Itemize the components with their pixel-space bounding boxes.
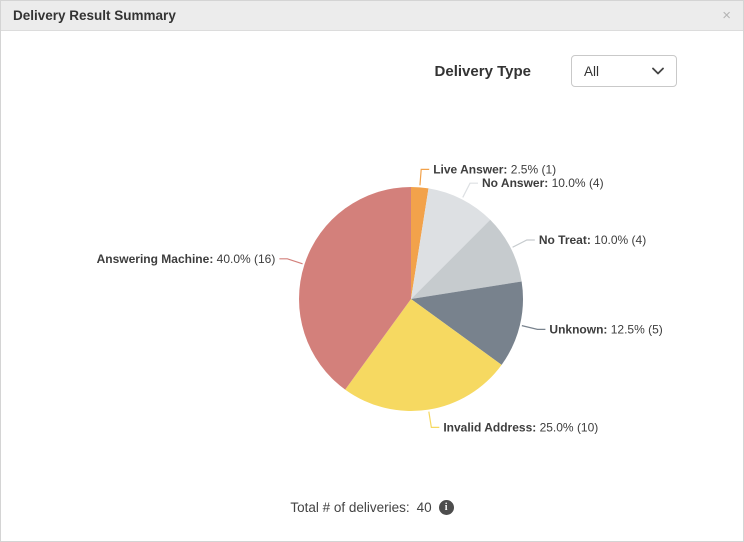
pie-slice-label-invalid-address: Invalid Address: 25.0% (10)	[443, 420, 598, 434]
page-title: Delivery Result Summary	[13, 8, 176, 23]
pie-slice-label-answering-machine: Answering Machine: 40.0% (16)	[97, 252, 276, 266]
total-deliveries-value: 40	[416, 500, 432, 515]
delivery-type-select[interactable]: All	[571, 55, 677, 87]
leader-line-invalid-address	[428, 411, 440, 428]
leader-line-no-answer	[462, 182, 479, 198]
delivery-type-controls: Delivery Type All	[435, 55, 677, 87]
pie-slice-label-live-answer: Live Answer: 2.5% (1)	[433, 162, 556, 176]
leader-line-unknown	[521, 325, 546, 330]
pie-slice-live-answer[interactable]	[411, 187, 429, 299]
leader-line-answering-machine	[279, 258, 303, 265]
total-deliveries-label: Total # of deliveries:	[290, 500, 410, 515]
pie-slice-label-unknown: Unknown: 12.5% (5)	[549, 322, 662, 336]
leader-line-no-treat	[512, 239, 535, 248]
pie-slice-label-no-treat: No Treat: 10.0% (4)	[539, 233, 646, 247]
pie-slice-invalid-address[interactable]	[345, 299, 502, 411]
info-icon[interactable]: i	[438, 500, 454, 515]
modal-header: Delivery Result Summary ×	[1, 1, 743, 31]
leader-line-live-answer	[419, 168, 430, 186]
pie-slice-answering-machine[interactable]	[299, 187, 411, 390]
pie-slice-no-answer[interactable]	[411, 188, 491, 299]
pie-slice-no-treat[interactable]	[411, 219, 522, 299]
total-deliveries: Total # of deliveries: 40 i	[1, 500, 743, 515]
close-icon[interactable]: ×	[722, 7, 731, 24]
pie-slice-label-no-answer: No Answer: 10.0% (4)	[482, 176, 604, 190]
pie-slice-unknown[interactable]	[411, 281, 524, 365]
delivery-type-selected-value: All	[584, 63, 600, 79]
chevron-down-icon	[652, 67, 664, 75]
delivery-type-label: Delivery Type	[434, 62, 531, 80]
